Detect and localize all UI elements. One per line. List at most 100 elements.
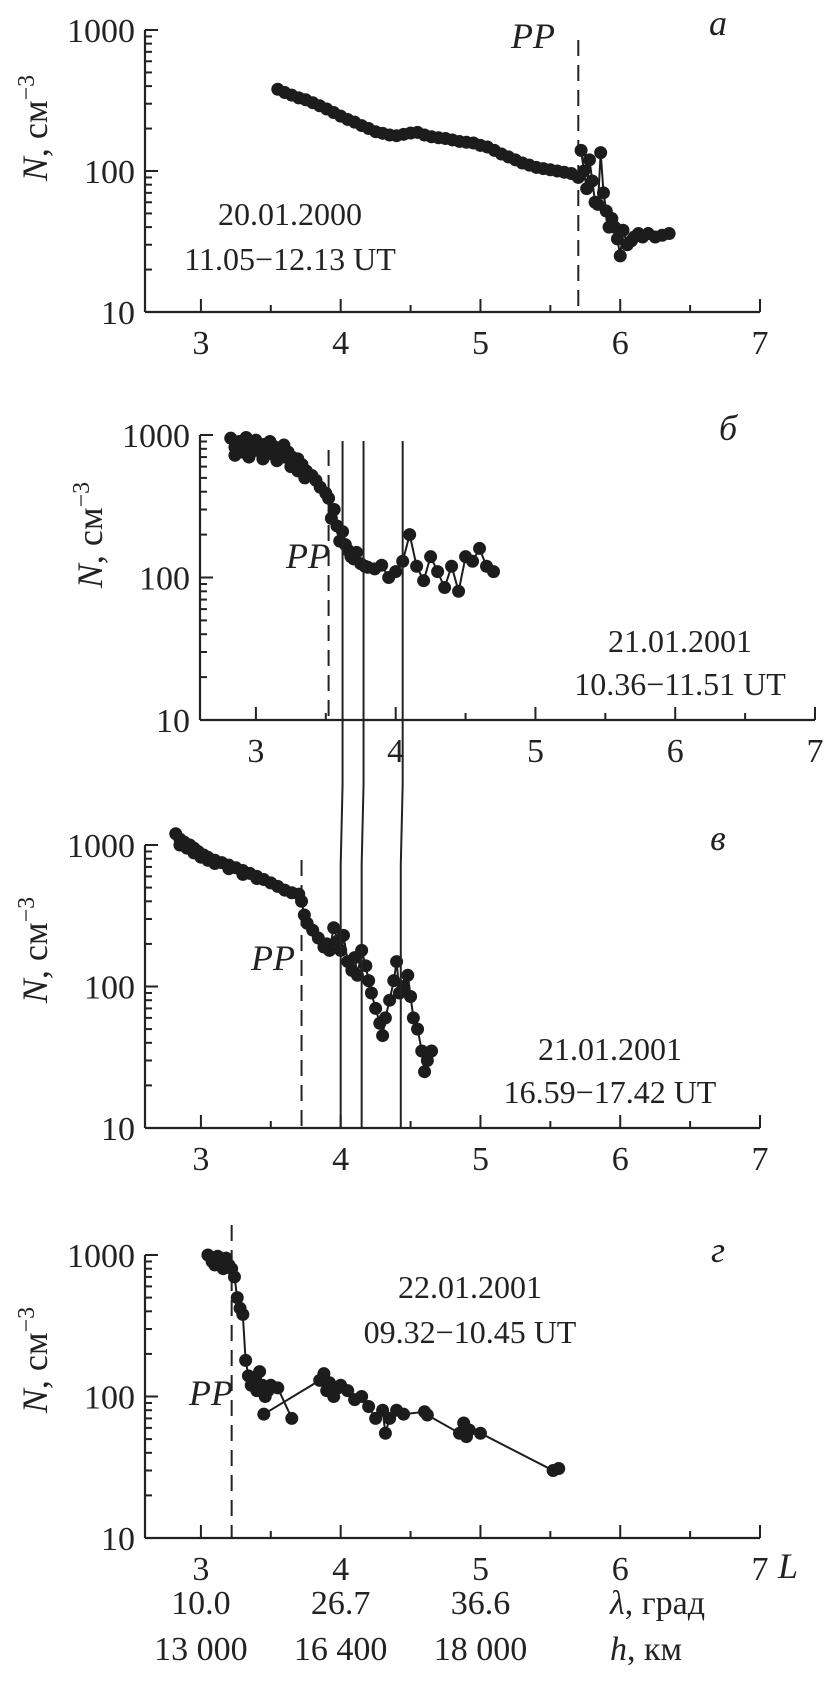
data-point	[473, 541, 487, 555]
plasmapause-label: PP	[188, 1373, 233, 1413]
data-point	[236, 867, 250, 881]
data-point	[222, 862, 236, 876]
data-point	[375, 558, 389, 572]
x-tick-label: 4	[387, 733, 404, 770]
annotation-time: 11.05−12.13 UT	[184, 241, 396, 277]
data-point	[418, 1065, 432, 1079]
y-axis-label-exponent: −3	[14, 75, 40, 101]
y-axis-label-symbol: N	[15, 155, 55, 182]
y-axis-label: N, см−3	[69, 482, 110, 589]
data-point	[239, 1353, 253, 1367]
series-2	[228, 443, 312, 485]
data-point	[420, 1408, 434, 1422]
x-tick-label: 7	[752, 1551, 769, 1588]
data-point	[552, 1461, 566, 1475]
series-2	[574, 143, 676, 263]
data-point	[298, 471, 312, 485]
data-point	[616, 223, 630, 237]
data-point	[410, 559, 424, 573]
y-tick-label: 10	[101, 295, 135, 332]
x-tick-label: 6	[667, 733, 684, 770]
data-point	[369, 1001, 383, 1015]
y-axis-label: N, см−3	[14, 1307, 55, 1414]
panel-4: 3 4 5 6 7 10 100 1000 N, см−3 г 22.01.2001 09.32−10…	[14, 1225, 769, 1588]
y-tick-label: 10	[156, 703, 190, 740]
data-point	[362, 1399, 376, 1413]
data-point	[582, 153, 596, 167]
annotation-date: 21.01.2001	[538, 1031, 682, 1067]
x-axis-letter: L	[777, 1546, 798, 1586]
plasmapause-label: PP	[250, 938, 295, 978]
data-point	[403, 528, 417, 542]
extra-axis-value: 16 400	[294, 1631, 388, 1668]
data-point	[596, 186, 610, 200]
panel-letter: г	[711, 1230, 725, 1270]
data-point	[415, 1044, 429, 1058]
y-tick-label: 100	[84, 970, 135, 1007]
data-point	[208, 857, 222, 871]
x-tick-label: 4	[332, 1141, 349, 1178]
plasmapause-label: PP	[510, 16, 555, 56]
panel-3: 3 4 5 6 7 10 100 1000 N, см−3 в 21.01.2001 16.59−17…	[14, 818, 769, 1178]
data-point	[341, 1384, 355, 1398]
data-point	[466, 554, 480, 568]
annotation-date: 22.01.2001	[398, 1269, 542, 1305]
data-point	[250, 871, 264, 885]
data-point	[323, 943, 336, 957]
data-point	[431, 565, 445, 579]
y-axis-label-exponent: −3	[69, 482, 95, 508]
data-point	[406, 1011, 420, 1025]
x-tick-label: 3	[192, 1551, 209, 1588]
data-point	[350, 545, 364, 559]
data-point	[378, 1426, 392, 1440]
y-tick-label: 10	[101, 1111, 135, 1148]
data-point	[424, 550, 438, 564]
x-tick-label: 3	[192, 1141, 209, 1178]
data-point	[378, 1011, 392, 1025]
data-point	[383, 993, 397, 1007]
extra-axis-value: 10.0	[171, 1585, 231, 1622]
extra-axis-symbol: λ	[609, 1585, 625, 1622]
extra-axis-label: h, км	[610, 1631, 682, 1668]
y-axis-label-symbol: N	[15, 977, 55, 1004]
cross-panel-line	[360, 441, 365, 1128]
y-tick-label: 10	[101, 1521, 135, 1558]
cross-panel-line	[399, 441, 404, 1128]
y-axis-label-exponent: −3	[14, 1307, 40, 1333]
data-point	[401, 968, 415, 982]
data-point	[397, 1407, 411, 1421]
x-tick-label: 6	[612, 1141, 629, 1178]
x-tick-label: 5	[472, 325, 489, 362]
y-tick-label: 100	[139, 561, 190, 598]
y-axis-label: N, см−3	[14, 75, 55, 182]
extra-axis-unit: , км	[627, 1631, 682, 1668]
panel-letter: в	[710, 818, 726, 858]
series-1	[271, 82, 585, 184]
y-tick-label: 1000	[67, 828, 135, 865]
y-tick-label: 1000	[67, 1238, 135, 1275]
data-point	[327, 503, 341, 517]
data-point	[362, 974, 376, 988]
cross-panel-line	[339, 441, 344, 1128]
extra-axis-value: 36.6	[451, 1585, 511, 1622]
x-tick-label: 7	[752, 325, 769, 362]
data-point	[577, 164, 591, 178]
x-tick-label: 5	[472, 1141, 489, 1178]
plasmapause-label: PP	[285, 536, 330, 576]
y-axis-label-unit: , см	[70, 507, 110, 564]
data-point	[336, 928, 350, 942]
y-axis-label-unit: , см	[15, 1332, 55, 1389]
data-point	[487, 565, 501, 579]
data-point	[277, 450, 291, 464]
data-point	[285, 1411, 299, 1425]
annotation-time: 09.32−10.45 UT	[364, 1314, 577, 1350]
x-tick-label: 7	[807, 733, 824, 770]
data-point	[473, 1426, 487, 1440]
data-point	[462, 1423, 476, 1437]
x-tick-label: 5	[472, 1551, 489, 1588]
annotation-date: 21.01.2001	[608, 623, 752, 659]
y-axis-label-exponent: −3	[14, 897, 40, 923]
annotation-time: 10.36−11.51 UT	[574, 666, 786, 702]
data-point	[327, 921, 341, 935]
data-point	[387, 974, 401, 988]
